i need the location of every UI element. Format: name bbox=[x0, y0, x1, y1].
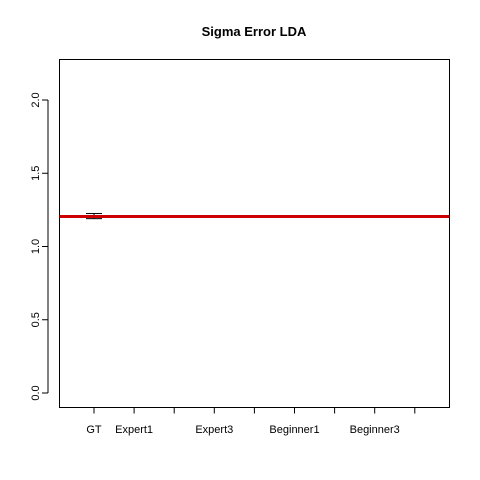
chart-title: Sigma Error LDA bbox=[202, 24, 307, 39]
y-axis: 0.0 0.5 1.0 1.5 2.0 bbox=[30, 92, 49, 401]
x-tick-label: Expert1 bbox=[115, 424, 153, 436]
y-tick-label: 0.0 bbox=[30, 385, 42, 400]
x-tick-label: Beginner3 bbox=[350, 424, 400, 436]
chart-marks bbox=[59, 213, 450, 220]
plot-area bbox=[59, 59, 450, 408]
x-tick-label: Beginner1 bbox=[269, 424, 319, 436]
y-tick-label: 1.5 bbox=[30, 166, 42, 181]
x-axis: GT Expert1 Expert3 Beginner1 Beginner3 bbox=[86, 407, 416, 436]
x-tick-label: Expert3 bbox=[195, 424, 233, 436]
y-tick-label: 1.0 bbox=[30, 239, 42, 254]
x-tick-label: GT bbox=[86, 424, 102, 436]
y-tick-label: 2.0 bbox=[30, 92, 42, 107]
y-tick-label: 0.5 bbox=[30, 312, 42, 327]
